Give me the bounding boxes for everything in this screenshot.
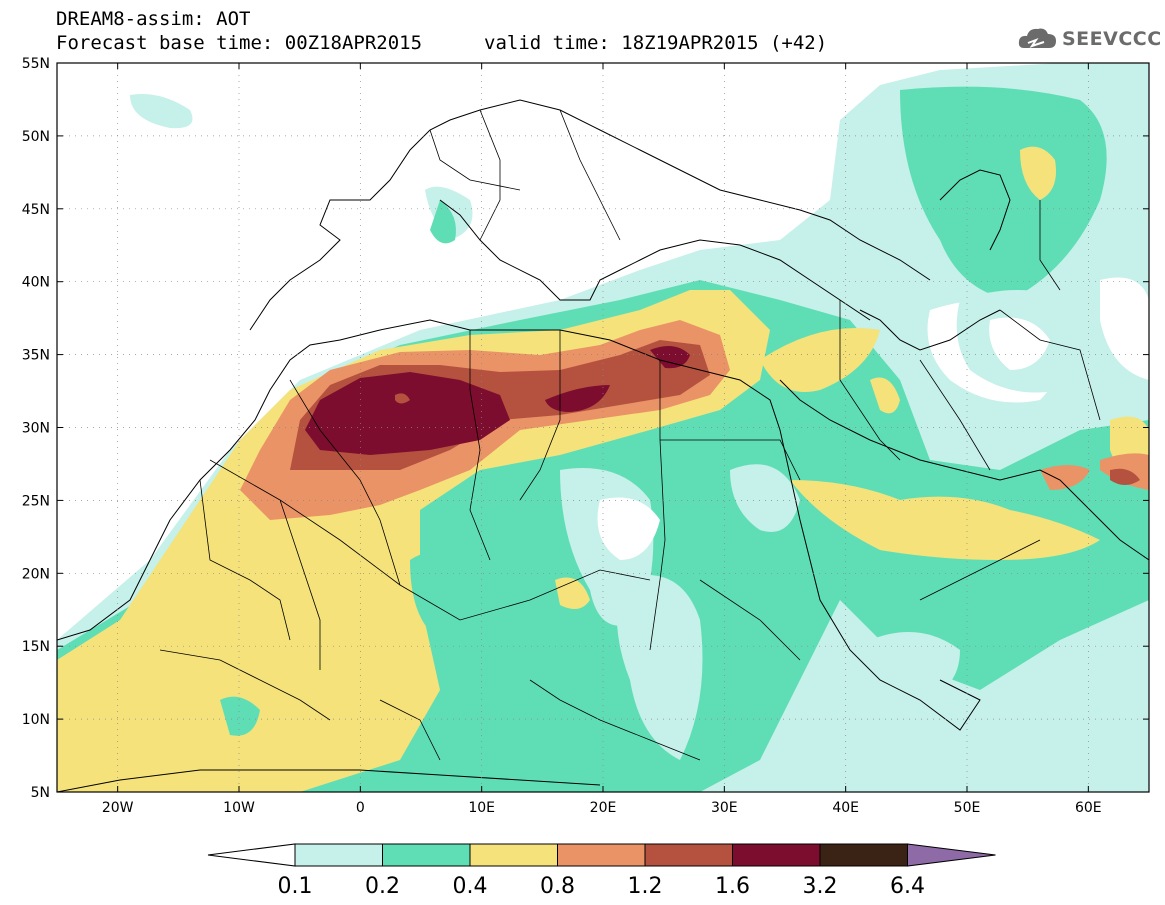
aot-local-patch (395, 393, 410, 404)
lon-label: 40E (832, 800, 859, 816)
colorbar-swatch (644, 843, 733, 867)
aot-level-0.2-patches (220, 552, 470, 736)
colorbar-labels: 0.1 0.2 0.4 0.8 1.2 1.6 3.2 6.4 (278, 874, 926, 899)
colorbar-label: 1.2 (628, 874, 663, 899)
latitude-labels: 55N 50N 45N 40N 35N 30N 25N 20N 15N 10N 5N (22, 56, 50, 801)
longitude-labels: 20W 10W 0 10E 20E 30E 40E 50E 60E (102, 800, 1102, 816)
colorbar-under-triangle (207, 843, 296, 867)
valid-time: valid time: 18Z19APR2015 (+42) (484, 32, 828, 54)
colorbar-label: 0.4 (453, 874, 488, 899)
graticule (57, 63, 1149, 792)
lon-label: 0 (356, 800, 365, 816)
colorbar-label: 6.4 (890, 874, 925, 899)
lat-label: 45N (22, 202, 50, 218)
cloud-logo-icon (1018, 28, 1056, 48)
colorbar-swatch (557, 843, 646, 867)
logo-text: SEEVCCC (1062, 28, 1162, 50)
colorbar-swatch (294, 843, 383, 867)
lon-label: 10E (468, 800, 495, 816)
forecast-base-time: Forecast base time: 00Z18APR2015 (56, 32, 423, 54)
lat-label: 20N (22, 566, 50, 582)
colorbar-swatch (819, 843, 908, 867)
lat-label: 5N (31, 785, 50, 801)
lat-label: 30N (22, 421, 50, 437)
lon-label: 20E (590, 800, 617, 816)
lat-label: 15N (22, 639, 50, 655)
colorbar-swatch (382, 843, 471, 867)
country-borders (159, 109, 1101, 761)
lon-label: 60E (1075, 800, 1102, 816)
lat-label: 10N (22, 712, 50, 728)
aot-clear-patches (597, 317, 1050, 560)
lat-label: 40N (22, 275, 50, 291)
lat-label: 35N (22, 348, 50, 364)
lat-label: 55N (22, 56, 50, 72)
colorbar-label: 3.2 (803, 874, 838, 899)
lat-label: 50N (22, 129, 50, 145)
colorbar-swatch (732, 843, 821, 867)
colorbar-swatch (469, 843, 558, 867)
map-title: DREAM8-assim: AOT (56, 8, 251, 30)
colorbar-over-triangle (907, 843, 996, 867)
aot-field (57, 63, 1149, 792)
aot-level-1.6 (305, 346, 690, 455)
lon-label: 30E (711, 800, 738, 816)
lon-label: 50E (954, 800, 981, 816)
colorbar-label: 0.2 (365, 874, 400, 899)
axis-ticks (57, 62, 1149, 793)
colorbar-label: 1.6 (715, 874, 750, 899)
lat-label: 25N (22, 493, 50, 509)
colorbar-label: 0.8 (540, 874, 575, 899)
lon-label: 10W (223, 800, 255, 816)
colorbar (207, 843, 996, 867)
colorbar-label: 0.1 (278, 874, 313, 899)
lon-label: 20W (102, 800, 134, 816)
